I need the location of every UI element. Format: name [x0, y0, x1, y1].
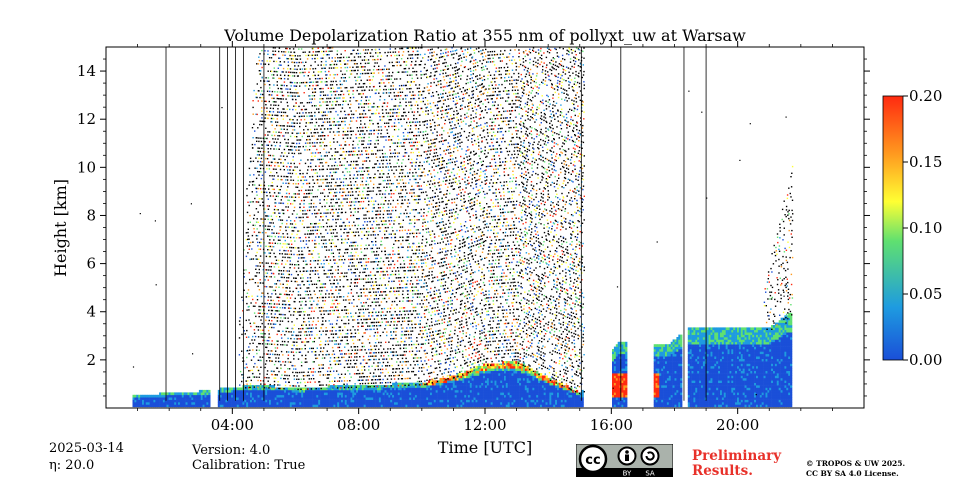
- colorbar-tick-label: 0.05: [909, 285, 942, 303]
- x-tick-label: 12:00: [463, 416, 506, 434]
- colorbar-tick-label: 0.00: [909, 351, 942, 369]
- colorbar: [882, 95, 904, 361]
- colorbar-tick-label: 0.20: [909, 87, 942, 105]
- x-tick-label: 04:00: [211, 416, 254, 434]
- y-tick-label: 14: [77, 62, 96, 80]
- version-label: Version: 4.0: [192, 443, 271, 458]
- boundary-layer-cells: [132, 312, 793, 408]
- y-tick-label: 4: [86, 303, 96, 321]
- cc-by-sa-logo: cc BY SA: [576, 444, 673, 477]
- vertical-lines: [165, 47, 707, 401]
- x-tick-label: 20:00: [716, 416, 759, 434]
- calibration-label: Calibration: True: [192, 458, 306, 473]
- x-tick-label: 08:00: [337, 416, 380, 434]
- preliminary-line-2: Results.: [692, 463, 753, 479]
- heatmap-area: [132, 47, 794, 408]
- copyright-line-2: CC BY SA 4.0 License.: [806, 469, 899, 478]
- y-tick-label: 6: [86, 255, 96, 273]
- y-tick-label: 8: [86, 206, 96, 224]
- copyright-line-1: © TROPOS & UW 2025.: [806, 459, 906, 468]
- y-tick-label: 12: [77, 110, 96, 128]
- preliminary-line-1: Preliminary: [692, 448, 782, 464]
- eta-label: η: 20.0: [49, 458, 95, 473]
- preliminary-notice: Preliminary Results.: [692, 449, 781, 479]
- colorbar-tick-label: 0.15: [909, 153, 942, 171]
- axis-ticks: 04:00 08:00 12:00 16:00 20:00 2 4 6 8 10 12 14: [77, 41, 870, 434]
- date-label: 2025-03-14: [49, 441, 124, 456]
- colorbar-tick-label: 0.10: [909, 219, 942, 237]
- x-tick-label: 16:00: [590, 416, 633, 434]
- x-axis-label: Time [UTC]: [438, 438, 532, 457]
- copyright-notice: © TROPOS & UW 2025. CC BY SA 4.0 License…: [806, 459, 905, 479]
- noise-cells: [132, 47, 794, 396]
- chart-title: Volume Depolarization Ratio at 355 nm of…: [223, 26, 746, 45]
- y-tick-label: 10: [77, 158, 96, 176]
- colorbar-ticks: 0.00 0.05 0.10 0.15 0.20: [903, 87, 942, 369]
- y-tick-label: 2: [86, 351, 96, 369]
- y-axis-label: Height [km]: [51, 179, 70, 277]
